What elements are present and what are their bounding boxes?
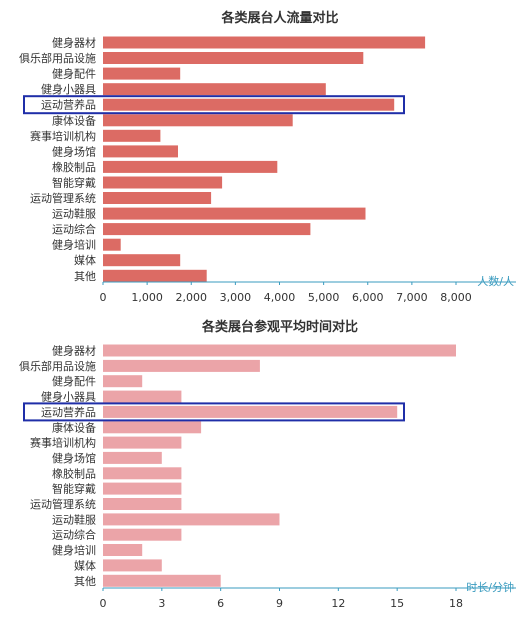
chart-avg-visit-time: 各类展台参观平均时间对比健身器材俱乐部用品设施健身配件健身小器具运动营养品康体设…: [19, 319, 516, 610]
highlight-box: [23, 95, 405, 115]
x-tick-label: 0: [100, 597, 107, 610]
category-label: 其他: [74, 575, 96, 588]
chart-title: 各类展台参观平均时间对比: [201, 319, 358, 335]
category-label: 俱乐部用品设施: [19, 359, 96, 373]
bar-4: [103, 98, 395, 111]
bar-9: [103, 482, 182, 495]
x-tick-label: 9: [276, 597, 283, 610]
category-label: 运动管理系统: [30, 497, 96, 511]
bar-7: [103, 145, 178, 158]
bar-11: [103, 207, 366, 220]
category-label: 运动综合: [52, 528, 96, 542]
category-label: 橡胶制品: [52, 466, 96, 480]
x-tick-label: 18: [449, 597, 463, 610]
category-label: 橡胶制品: [52, 160, 96, 174]
bar-8: [103, 467, 182, 480]
category-label: 健身小器具: [41, 390, 96, 404]
unit-label: 人数/人: [477, 275, 514, 288]
x-tick-label: 3: [158, 597, 165, 610]
bar-12: [103, 223, 311, 236]
bar-5: [103, 114, 293, 127]
bar-15: [103, 269, 207, 282]
x-tick-label: 6,000: [352, 291, 384, 304]
category-label: 运动营养品: [41, 98, 96, 112]
category-label: 运动管理系统: [30, 191, 96, 205]
highlight-box: [23, 402, 405, 422]
bar-8: [103, 160, 278, 173]
category-label: 媒体: [74, 558, 96, 572]
bar-2: [103, 375, 143, 388]
bar-2: [103, 67, 181, 80]
category-label: 赛事培训机构: [30, 129, 96, 143]
x-tick-label: 15: [390, 597, 404, 610]
x-tick-label: 5,000: [308, 291, 340, 304]
x-tick-label: 12: [331, 597, 345, 610]
bar-0: [103, 36, 426, 49]
x-tick-label: 7,000: [396, 291, 428, 304]
bar-11: [103, 513, 280, 526]
category-label: 健身配件: [52, 374, 96, 388]
bar-13: [103, 544, 143, 556]
category-label: 健身场馆: [52, 144, 96, 158]
bar-7: [103, 451, 162, 464]
bar-6: [103, 436, 182, 449]
bar-12: [103, 528, 182, 541]
category-label: 俱乐部用品设施: [19, 51, 96, 65]
bar-13: [103, 238, 121, 251]
bar-3: [103, 390, 182, 403]
category-label: 康体设备: [52, 113, 96, 127]
x-tick-label: 3,000: [220, 291, 252, 304]
category-label: 健身场馆: [52, 451, 96, 465]
category-label: 健身小器具: [41, 82, 96, 96]
bar-5: [103, 421, 202, 434]
x-tick-label: 4,000: [264, 291, 296, 304]
bar-14: [103, 254, 181, 267]
bar-15: [103, 574, 221, 587]
x-tick-label: 6: [217, 597, 224, 610]
category-label: 其他: [74, 270, 96, 283]
bar-10: [103, 498, 182, 510]
category-label: 智能穿戴: [52, 482, 96, 496]
category-label: 赛事培训机构: [30, 436, 96, 450]
unit-label: 时长/分钟: [466, 580, 514, 594]
category-label: 健身器材: [52, 344, 96, 358]
x-tick-label: 0: [100, 291, 107, 304]
category-label: 健身器材: [52, 36, 96, 50]
x-tick-label: 8,000: [440, 291, 472, 304]
chart-title: 各类展台人流量对比: [220, 10, 338, 26]
bar-1: [103, 359, 260, 372]
category-label: 媒体: [74, 253, 96, 267]
x-tick-label: 2,000: [176, 291, 208, 304]
bar-4: [103, 405, 398, 418]
bar-0: [103, 344, 456, 357]
bar-10: [103, 192, 212, 204]
category-label: 运动营养品: [41, 405, 96, 419]
x-tick-label: 1,000: [131, 291, 163, 304]
bar-14: [103, 559, 162, 572]
category-label: 运动综合: [52, 222, 96, 236]
bar-9: [103, 176, 223, 189]
category-label: 运动鞋服: [52, 512, 96, 526]
category-label: 智能穿戴: [52, 176, 96, 190]
category-label: 健身配件: [52, 67, 96, 81]
chart-visitor-flow: 各类展台人流量对比健身器材俱乐部用品设施健身配件健身小器具运动营养品康体设备赛事…: [19, 10, 516, 304]
category-label: 康体设备: [52, 420, 96, 434]
bar-1: [103, 52, 364, 64]
category-label: 健身培训: [52, 238, 96, 252]
category-label: 健身培训: [52, 543, 96, 557]
category-label: 运动鞋服: [52, 207, 96, 221]
bar-3: [103, 83, 326, 96]
bar-6: [103, 129, 161, 142]
